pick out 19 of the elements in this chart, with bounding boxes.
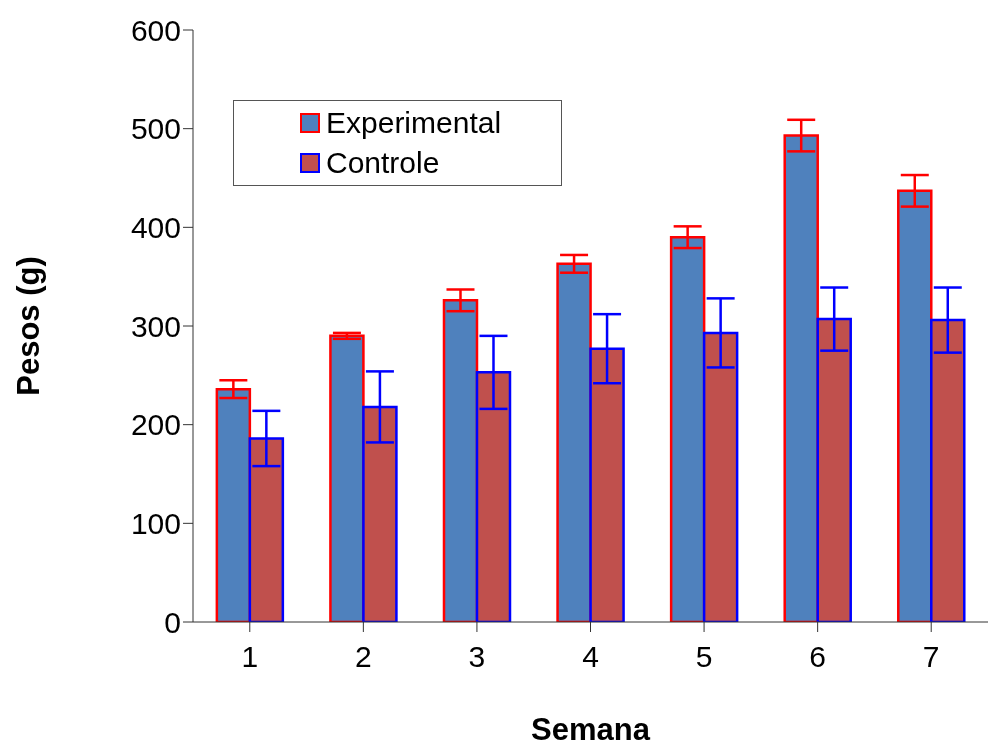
x-axis-title: Semana [531,712,651,747]
y-axis-title: Pesos (g) [11,256,47,396]
y-tick-label: 600 [130,13,181,47]
y-tick-label: 500 [130,112,181,146]
y-tick-label: 300 [130,309,181,343]
x-tick-label: 2 [355,640,372,674]
x-tick-label: 7 [922,640,940,674]
x-tick-label: 3 [468,640,486,674]
y-tick-label: 200 [130,408,181,442]
x-tick-label: 5 [695,640,713,674]
y-tick-label: 0 [164,605,181,639]
x-tick-label: 4 [582,640,599,674]
bar [329,334,365,622]
legend-label: Experimental [326,105,502,141]
x-tick-label: 6 [809,640,826,674]
x-tick-label: 1 [241,640,259,674]
legend-label: Controle [326,145,440,181]
y-tick-label: 100 [130,506,181,540]
y-tick-label: 400 [130,210,181,244]
